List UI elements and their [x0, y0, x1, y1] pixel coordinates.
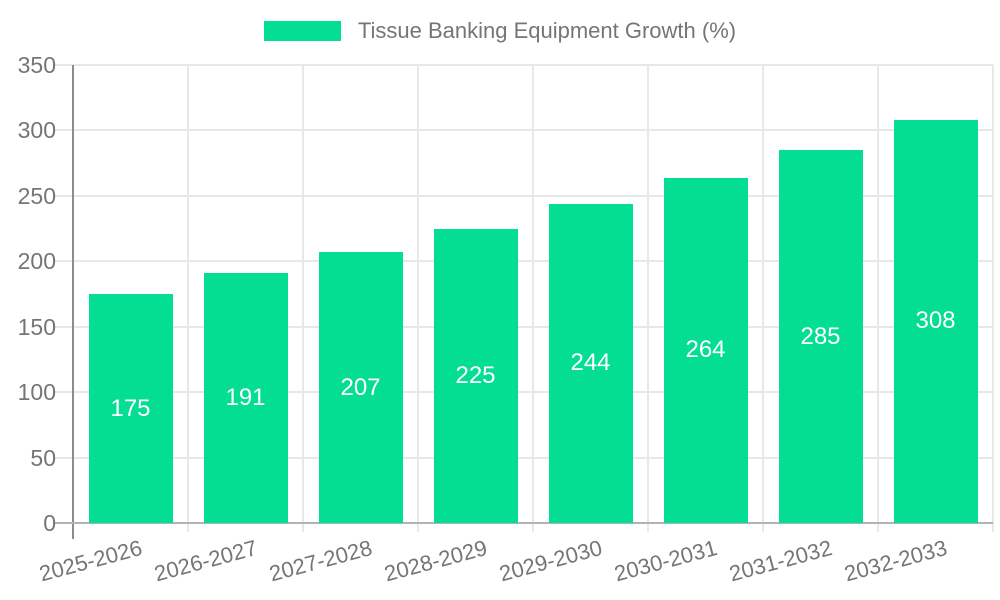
- legend: Tissue Banking Equipment Growth (%): [0, 18, 1000, 44]
- x-axis-tick-label: 2031-2032: [726, 535, 835, 587]
- bar-value-label: 175: [110, 394, 151, 422]
- bar[interactable]: 175: [88, 294, 173, 523]
- plot-area: 175 191 207 225 244 264 285 308 2025-2026 2026-20…: [37, 64, 994, 586]
- x-axis-tick-label: 2030-2031: [611, 535, 720, 587]
- gridline-y: [55, 64, 993, 66]
- bar-value-label: 264: [685, 336, 726, 364]
- bar-value-label: 225: [455, 361, 496, 389]
- gridline-y: [55, 194, 993, 197]
- gridline-x: [532, 65, 534, 532]
- gridline-x: [762, 65, 764, 532]
- gridline-x: [187, 65, 189, 532]
- y-axis-tick-label: 0: [43, 510, 56, 536]
- bar[interactable]: 244: [548, 203, 633, 523]
- x-axis-line: [55, 522, 993, 524]
- y-axis-tick-label: 150: [17, 313, 56, 340]
- x-axis-tick-label: 2026-2027: [151, 535, 260, 587]
- bar[interactable]: 285: [778, 150, 863, 523]
- bar-value-label: 191: [225, 384, 266, 412]
- bar[interactable]: 225: [433, 228, 518, 523]
- gridline-y: [55, 260, 993, 263]
- bar-value-label: 207: [340, 373, 381, 401]
- gridline-x: [992, 65, 994, 532]
- gridline-y: [55, 391, 993, 394]
- y-axis-tick-label: 250: [17, 182, 56, 209]
- y-axis-tick-label: 200: [17, 248, 56, 275]
- bar-value-label: 308: [915, 307, 956, 335]
- x-axis-tick-label: 2028-2029: [381, 535, 490, 587]
- gridline-x: [647, 65, 649, 532]
- gridline-x: [302, 65, 304, 532]
- x-axis-tick-label: 2025-2026: [36, 535, 145, 587]
- gridline-x: [417, 65, 419, 532]
- x-axis-tick-label: 2032-2033: [841, 535, 950, 587]
- y-axis-tick-label: 300: [17, 117, 56, 144]
- gridline-y: [55, 456, 993, 459]
- y-axis-tick-label: 350: [17, 52, 56, 78]
- x-axis-tick-label: 2027-2028: [266, 535, 375, 587]
- gridline-y: [55, 325, 993, 328]
- y-axis-tick-label: 50: [30, 444, 56, 471]
- x-axis-tick-label: 2029-2030: [496, 535, 605, 587]
- legend-label[interactable]: Tissue Banking Equipment Growth (%): [357, 18, 737, 43]
- bar-value-label: 285: [800, 322, 841, 350]
- gridline-x: [877, 65, 879, 532]
- y-axis-line: [72, 65, 74, 539]
- bar[interactable]: 264: [663, 177, 748, 523]
- legend-swatch[interactable]: [263, 21, 341, 41]
- y-axis-tick-label: 100: [17, 379, 56, 406]
- bar[interactable]: 207: [318, 252, 403, 523]
- bar[interactable]: 191: [203, 273, 288, 523]
- gridline-y: [55, 129, 993, 132]
- bar-value-label: 244: [570, 349, 611, 377]
- bar[interactable]: 308: [893, 119, 978, 523]
